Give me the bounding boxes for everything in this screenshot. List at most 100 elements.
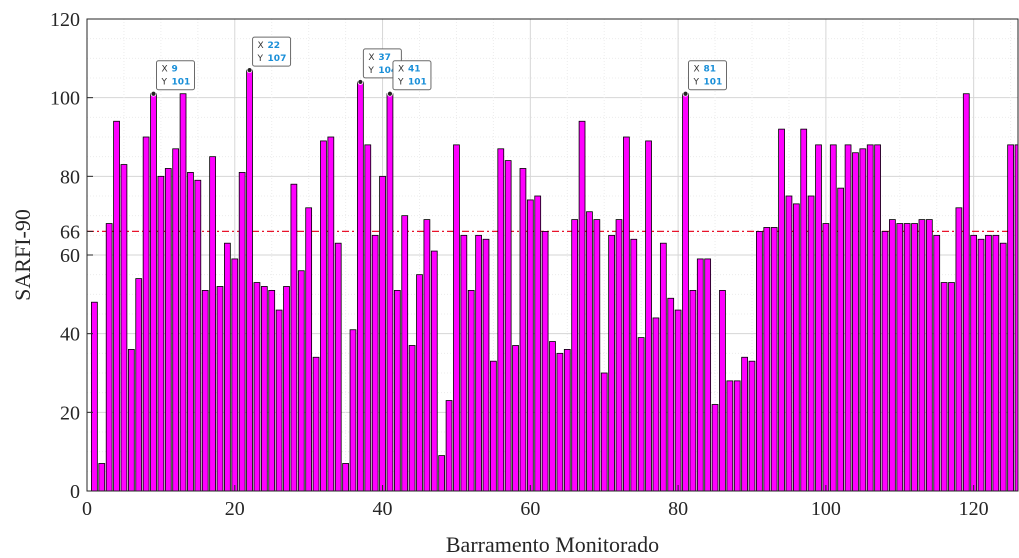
bar — [453, 144, 460, 492]
bar — [763, 227, 771, 492]
bar — [364, 144, 372, 492]
bar — [741, 356, 748, 492]
x-tick-label: 120 — [959, 498, 989, 520]
datatip-marker — [357, 79, 364, 85]
bar — [933, 234, 941, 492]
bar — [157, 175, 165, 492]
bar — [815, 144, 822, 492]
bar — [349, 329, 357, 492]
bar — [142, 136, 150, 492]
datatip: X 22 Y 107 — [246, 36, 292, 74]
bar — [460, 234, 468, 492]
bar — [393, 289, 401, 492]
bar — [637, 337, 645, 492]
bar — [526, 199, 534, 492]
bar — [955, 207, 963, 492]
bar — [519, 168, 527, 492]
bar — [970, 234, 978, 492]
bar — [748, 360, 756, 492]
x-axis-ticks: 0 20 40 60 80 100 120 — [82, 485, 989, 520]
bar — [105, 223, 113, 492]
datatip-x-value: 37 — [378, 53, 391, 63]
bar — [682, 93, 689, 492]
bar — [689, 289, 697, 492]
bar — [889, 219, 896, 492]
bar — [807, 195, 815, 492]
x-tick-label: 100 — [811, 498, 841, 520]
datatip-x-value: 9 — [172, 65, 178, 75]
datatip-y-key: Y — [161, 78, 168, 88]
bar — [778, 128, 785, 492]
bar — [940, 282, 948, 492]
datatip-x-key: X — [694, 65, 700, 75]
y-tick-label: 0 — [70, 481, 80, 503]
bar — [201, 289, 209, 492]
datatip-y-value: 101 — [172, 78, 191, 88]
bar — [120, 164, 128, 492]
bar — [659, 242, 667, 492]
bar — [179, 93, 187, 492]
y-axis-label: SARFI-90 — [10, 209, 35, 301]
y-tick-label: 120 — [50, 9, 80, 31]
bars — [91, 69, 1019, 492]
bar — [593, 219, 601, 492]
bar — [113, 120, 120, 492]
bar — [209, 156, 216, 492]
y-tick-label: 60 — [60, 245, 80, 267]
bar — [312, 356, 320, 492]
bar — [874, 144, 881, 492]
bar — [386, 93, 394, 492]
bar — [98, 463, 106, 492]
datatip-x-value: 81 — [704, 65, 717, 75]
datatip-marker — [682, 90, 689, 97]
bar — [770, 227, 778, 492]
bar — [246, 69, 253, 492]
datatip: X 9Y 101 — [150, 60, 195, 97]
bar — [342, 463, 349, 492]
datatip-box — [252, 36, 292, 67]
bar — [401, 215, 409, 492]
bar — [549, 341, 556, 492]
bar — [881, 230, 889, 492]
bar — [290, 183, 298, 492]
bar — [615, 219, 623, 492]
bar — [305, 207, 313, 492]
bar — [837, 187, 845, 492]
bar — [800, 128, 808, 492]
datatip-y-value: 101 — [408, 78, 427, 88]
datatip-marker — [387, 90, 393, 97]
bar — [918, 219, 926, 492]
bar — [423, 219, 431, 492]
bar — [467, 289, 475, 492]
bar — [534, 195, 542, 492]
bar — [541, 230, 549, 492]
bar — [844, 144, 852, 492]
bar — [756, 230, 763, 492]
bar — [283, 286, 290, 492]
bar — [733, 380, 741, 492]
x-tick-label: 0 — [82, 498, 92, 520]
bar — [829, 144, 837, 492]
datatip-x-value: 22 — [268, 41, 281, 51]
bar — [726, 380, 734, 492]
bar — [785, 195, 793, 492]
bar — [896, 223, 904, 492]
bar — [490, 360, 497, 492]
bar — [416, 274, 423, 492]
bar — [238, 171, 246, 492]
x-tick-label: 60 — [520, 498, 540, 520]
bar — [327, 136, 335, 492]
bar — [216, 286, 224, 492]
y-tick-label: 100 — [50, 88, 80, 110]
datatip-marker — [150, 90, 157, 97]
datatip-y-key: Y — [397, 78, 404, 88]
bar — [608, 234, 615, 492]
bar — [357, 81, 364, 492]
y-tick-label: 66 — [60, 221, 80, 243]
x-tick-label: 40 — [373, 498, 393, 520]
bar — [164, 168, 172, 492]
bar — [852, 152, 859, 492]
bar — [586, 211, 593, 492]
